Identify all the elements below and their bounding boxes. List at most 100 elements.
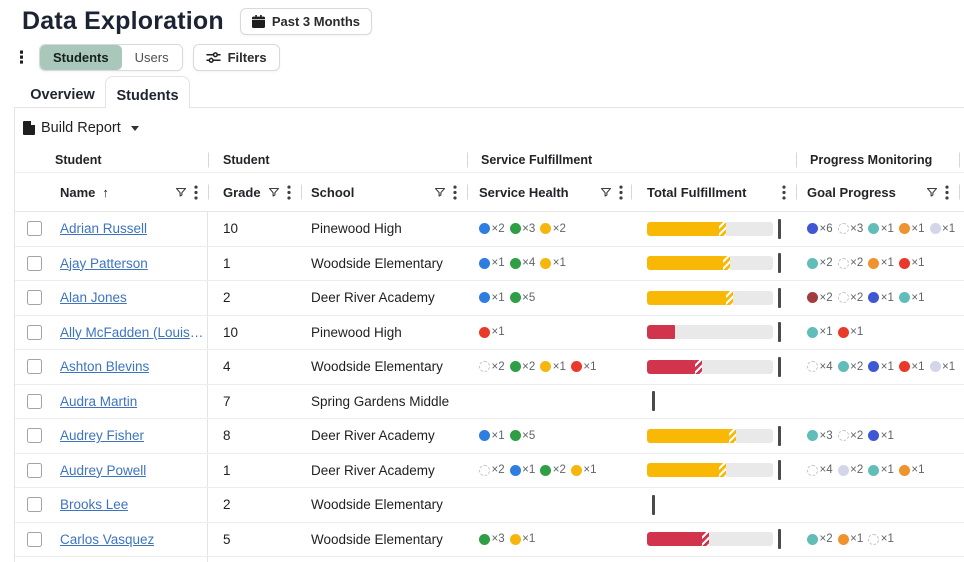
green-status-dot: ×4 <box>509 257 535 269</box>
date-range-button[interactable]: Past 3 Months <box>239 8 372 35</box>
red-status-dot: ×1 <box>570 361 597 373</box>
total-fulfillment-cell <box>633 488 796 522</box>
column-header-total-fulfillment[interactable]: Total Fulfillment <box>633 173 796 211</box>
blue-status-dot: ×1 <box>479 292 505 304</box>
school-cell: Pinewood High <box>311 221 402 237</box>
filter-icon[interactable] <box>600 186 612 198</box>
column-menu-icon[interactable] <box>782 184 786 200</box>
student-name-link[interactable]: Alan Jones <box>60 290 127 306</box>
row-checkbox[interactable] <box>27 359 42 375</box>
green-status-dot: ×2 <box>509 361 535 373</box>
table-body: Adrian Russell 10 Pinewood High ×2 ×3 ×2 ×6 ×3 ×… <box>15 212 964 562</box>
indigo-status-dot: ×6 <box>807 223 833 235</box>
green-status-dot: ×5 <box>509 430 535 442</box>
service-health-cell: ×2 ×3 ×2 <box>467 212 633 246</box>
filter-icon[interactable] <box>434 186 446 198</box>
goal-marker <box>778 322 781 343</box>
orange-status-dot: ×1 <box>837 533 863 545</box>
blue-status-dot: ×1 <box>479 257 505 269</box>
goal-marker <box>778 253 781 274</box>
build-report-button[interactable]: Build Report <box>23 120 139 136</box>
yellow-status-dot: ×1 <box>509 533 535 545</box>
student-name-link[interactable]: Audrey Powell <box>60 462 147 478</box>
indigo-status-dot: ×1 <box>868 361 894 373</box>
column-header-name[interactable]: Name ↑ <box>55 173 208 211</box>
empty-status-dot: ×2 <box>837 430 863 442</box>
column-header-school[interactable]: School <box>301 173 467 211</box>
row-checkbox[interactable] <box>27 324 42 340</box>
column-menu-icon[interactable] <box>194 184 198 200</box>
row-checkbox[interactable] <box>27 393 42 409</box>
goal-progress-cell: ×1 ×1 <box>796 316 959 350</box>
total-fulfillment-cell <box>633 385 796 419</box>
filter-icon[interactable] <box>268 186 280 198</box>
orange-status-dot: ×1 <box>898 223 925 235</box>
fulfillment-bar <box>647 460 787 481</box>
student-name-link[interactable]: Ashton Blevins <box>60 359 150 375</box>
column-label: Service Health <box>479 184 569 200</box>
student-name-link[interactable]: Carlos Vasquez <box>60 531 155 547</box>
total-fulfillment-cell <box>633 557 796 562</box>
column-menu-icon[interactable] <box>619 184 623 200</box>
goal-marker <box>778 287 781 308</box>
student-name-link[interactable]: Ajay Patterson <box>60 255 148 271</box>
entity-segmented-control: Students Users <box>39 43 183 71</box>
filter-icon[interactable] <box>175 186 187 198</box>
red-status-dot: ×1 <box>898 257 925 269</box>
teal-status-dot: ×2 <box>807 533 833 545</box>
student-name-link[interactable]: Audrey Fisher <box>60 428 145 444</box>
student-name-link[interactable]: Adrian Russell <box>60 221 148 237</box>
column-menu-icon[interactable] <box>945 184 949 200</box>
column-menu-icon[interactable] <box>287 184 291 200</box>
teal-status-dot: ×1 <box>807 326 833 338</box>
table-row: Ajay Patterson 1 Woodside Elementary ×1 ×4 ×1… <box>15 246 964 281</box>
orange-status-dot: ×1 <box>868 257 894 269</box>
toolbar-menu-icon[interactable]: ⋮ <box>13 47 30 67</box>
view-tabs: Overview Students <box>0 76 964 108</box>
service-health-cell <box>467 488 633 522</box>
empty-status-dot: ×4 <box>807 361 833 373</box>
group-service-fulfillment: Service Fulfillment <box>481 153 593 167</box>
sort-asc-icon[interactable]: ↑ <box>102 184 109 200</box>
segment-students[interactable]: Students <box>40 44 122 70</box>
row-checkbox[interactable] <box>27 497 42 513</box>
student-name-link[interactable]: Audra Martin <box>60 393 138 409</box>
segment-users[interactable]: Users <box>121 44 182 70</box>
column-label: Total Fulfillment <box>647 184 747 200</box>
table-row <box>15 557 964 562</box>
goal-marker <box>652 494 655 515</box>
total-fulfillment-cell <box>633 454 796 488</box>
empty-status-dot: ×2 <box>479 464 505 476</box>
red-status-dot: ×1 <box>898 361 925 373</box>
filter-icon[interactable] <box>926 186 938 198</box>
column-header-goal-progress[interactable]: Goal Progress <box>796 173 959 211</box>
student-name-link[interactable]: Brooks Lee <box>60 497 129 513</box>
goal-progress-cell: ×4 ×2 ×1 ×1 <box>796 454 959 488</box>
tab-overview[interactable]: Overview <box>20 76 105 107</box>
student-name-link[interactable]: Ally McFadden (Louisian… <box>60 324 206 340</box>
empty-status-dot: ×2 <box>837 292 863 304</box>
column-label: School <box>311 184 355 200</box>
fulfillment-bar <box>647 391 787 412</box>
fulfillment-bar <box>647 287 787 308</box>
total-fulfillment-cell <box>633 316 796 350</box>
column-menu-icon[interactable] <box>453 184 457 200</box>
indigo-status-dot: ×1 <box>868 430 894 442</box>
column-header-service-health[interactable]: Service Health <box>467 173 633 211</box>
maroon-status-dot: ×2 <box>807 292 833 304</box>
page-title: Data Exploration <box>22 7 224 35</box>
goal-marker <box>778 425 781 446</box>
yellow-status-dot: ×1 <box>570 464 597 476</box>
row-checkbox[interactable] <box>27 428 42 444</box>
school-cell: Woodside Elementary <box>311 531 443 547</box>
row-checkbox[interactable] <box>27 462 42 478</box>
toolbar: ⋮ Students Users Filters <box>0 42 964 72</box>
row-checkbox[interactable] <box>27 221 42 237</box>
column-header-grade[interactable]: Grade <box>208 173 301 211</box>
row-checkbox[interactable] <box>27 531 42 547</box>
row-checkbox[interactable] <box>27 255 42 271</box>
filters-button[interactable]: Filters <box>192 43 280 71</box>
tab-students[interactable]: Students <box>105 76 190 108</box>
table-row: Audrey Fisher 8 Deer River Academy ×1 ×5 ×3 ×2… <box>15 419 964 454</box>
row-checkbox[interactable] <box>27 290 42 306</box>
